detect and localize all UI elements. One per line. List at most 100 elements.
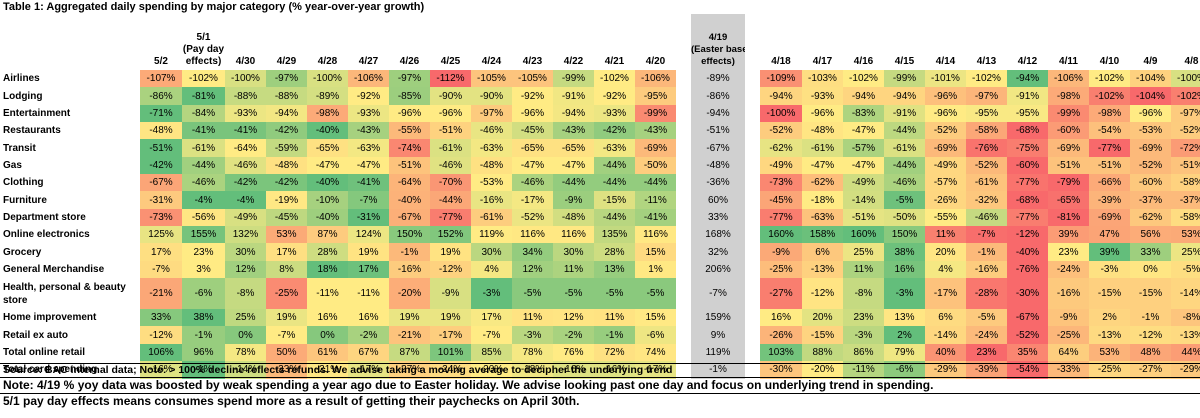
value-cell: -15% (594, 191, 635, 209)
value-cell: -8% (1171, 309, 1200, 327)
value-cell: -2% (348, 326, 389, 344)
value-cell: 35% (1007, 343, 1048, 362)
row-label: Grocery (0, 243, 140, 261)
note-line: Source: BAC internal data; Note: > 100% … (0, 363, 1200, 377)
value-cell: -75% (1007, 139, 1048, 157)
column-gap (745, 326, 760, 344)
column-gap (745, 70, 760, 88)
value-cell: -53% (471, 174, 512, 192)
value-cell: -41% (225, 122, 266, 140)
column-header-line: 4/9 (1143, 56, 1158, 67)
value-cell: -12% (802, 278, 843, 310)
value-cell: 61% (307, 343, 348, 362)
column-header-line: 4/8 (1184, 56, 1199, 67)
value-cell: -16% (1048, 278, 1089, 310)
value-cell: -9% (553, 191, 594, 209)
value-cell: -67% (1007, 309, 1048, 327)
column-header-line: 4/22 (563, 56, 584, 67)
table-row: Total online retail 106% 96% 78% 50% 61% 67% 87… (0, 343, 1200, 362)
value-cell: -99% (884, 70, 925, 88)
row-label-text: Airlines (3, 73, 40, 85)
value-cell: -25% (1089, 361, 1130, 379)
column-gap (676, 243, 691, 261)
column-header: 4/22 (553, 14, 594, 70)
value-cell: -64% (389, 174, 430, 192)
header-row: 5/2 5/1 (Pay day effects) 4/30 4/29 4/28 4/27 4/… (0, 14, 1200, 70)
value-cell: -25% (1048, 326, 1089, 344)
value-cell: -41% (182, 122, 225, 140)
value-cell: -9% (430, 278, 471, 310)
value-cell: -86% (140, 87, 182, 105)
value-cell: 78% (225, 343, 266, 362)
value-cell: -16% (594, 361, 635, 379)
value-cell: -62% (760, 139, 802, 157)
row-label-text: Entertainment (3, 107, 71, 119)
column-header-line: effects) (701, 56, 735, 67)
value-cell: -58% (1171, 174, 1200, 192)
value-cell: -77% (1007, 208, 1048, 227)
value-cell: -3% (512, 326, 553, 344)
value-cell: 0% (225, 326, 266, 344)
value-cell: 25% (225, 309, 266, 327)
value-cell: 4% (925, 260, 966, 279)
value-cell: -40% (307, 174, 348, 192)
value-cell: -15% (802, 326, 843, 344)
value-cell: -63% (348, 139, 389, 157)
row-label: Department store (0, 208, 140, 227)
value-cell: 19% (389, 309, 430, 327)
value-cell: 85% (471, 343, 512, 362)
value-cell: -90% (471, 87, 512, 105)
value-cell: -48% (140, 122, 182, 140)
value-cell: 168% (691, 226, 745, 244)
value-cell: -4% (182, 191, 225, 209)
value-cell: -7% (691, 278, 745, 310)
column-header: 5/2 (140, 14, 182, 70)
value-cell: 116% (512, 226, 553, 244)
value-cell: -6% (884, 361, 925, 379)
value-cell: -97% (266, 70, 307, 88)
value-cell: -69% (1089, 208, 1130, 227)
value-cell: 16% (884, 260, 925, 279)
column-header-line: 4/30 (235, 56, 256, 67)
row-label-text: Department store (3, 211, 86, 223)
value-cell: -96% (389, 104, 430, 123)
value-cell: -103% (802, 70, 843, 88)
value-cell: -3% (1089, 260, 1130, 279)
value-cell: 47% (1089, 226, 1130, 244)
table-row: Restaurants -48% -41% -41% -42% -40% -43% -55% -… (0, 122, 1200, 140)
value-cell: 39% (1089, 243, 1130, 261)
value-cell: -51% (1089, 156, 1130, 175)
column-gap (745, 87, 760, 105)
value-cell: -18% (802, 191, 843, 209)
value-cell: -54% (1089, 122, 1130, 140)
value-cell: 48% (1130, 343, 1171, 362)
value-cell: 125% (140, 226, 182, 244)
value-cell: -51% (140, 139, 182, 157)
value-cell: -84% (182, 104, 225, 123)
column-header-line: 4/26 (399, 56, 420, 67)
table-row: Airlines -107% -102% -100% -97% -100% -106% -97… (0, 70, 1200, 88)
value-cell: -88% (266, 87, 307, 105)
value-cell: -51% (1048, 156, 1089, 175)
value-cell: -83% (843, 104, 884, 123)
value-cell: -30% (1007, 278, 1048, 310)
value-cell: 20% (802, 309, 843, 327)
value-cell: -47% (843, 156, 884, 175)
value-cell: -102% (1089, 70, 1130, 88)
value-cell: -67% (389, 208, 430, 227)
value-cell: -89% (691, 70, 745, 88)
value-cell: -43% (348, 122, 389, 140)
value-cell: 17% (348, 260, 389, 279)
value-cell: -49% (925, 156, 966, 175)
value-cell: -6% (182, 278, 225, 310)
value-cell: -5% (966, 309, 1007, 327)
value-cell: 16% (307, 309, 348, 327)
value-cell: -11% (307, 278, 348, 310)
value-cell: -46% (884, 174, 925, 192)
value-cell: -98% (307, 104, 348, 123)
value-cell: -81% (182, 87, 225, 105)
value-cell: -26% (925, 191, 966, 209)
value-cell: -79% (1048, 174, 1089, 192)
value-cell: 1% (635, 260, 676, 279)
value-cell: -94% (266, 104, 307, 123)
